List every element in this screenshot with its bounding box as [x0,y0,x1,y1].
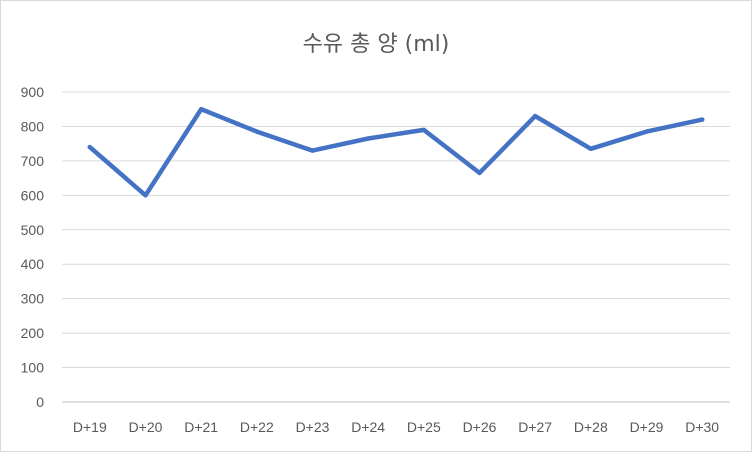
chart-title: 수유 총 양 (ml) [302,32,450,57]
x-tick-label: D+24 [351,419,385,435]
y-tick-label: 600 [21,187,45,203]
data-point [87,144,93,150]
x-tick-label: D+28 [574,419,608,435]
data-point [198,107,204,112]
x-tick-label: D+23 [296,419,330,435]
x-tick-label: D+20 [129,419,163,435]
x-tick-label: D+29 [630,419,664,435]
x-tick-label: D+21 [184,419,218,435]
x-tick-label: D+25 [407,419,441,435]
data-point [254,129,260,134]
data-point [421,127,427,133]
x-tick-label: D+19 [73,419,107,435]
y-tick-label: 0 [36,394,44,410]
series-line [87,106,705,198]
y-tick-label: 800 [21,118,45,134]
y-tick-label: 300 [21,291,45,307]
data-point [365,136,371,141]
x-tick-label: D+30 [685,419,719,435]
y-tick-label: 500 [21,222,45,238]
data-point [644,129,649,134]
x-tick-label: D+22 [240,419,274,435]
y-tick-label: 100 [21,360,45,376]
data-point [143,193,148,198]
x-tick-label: D+27 [518,419,552,435]
data-point [477,170,482,176]
x-tick-label: D+26 [463,419,497,435]
data-point [532,113,538,119]
data-point [310,148,315,153]
y-tick-label: 200 [21,325,45,341]
data-point [588,146,594,152]
y-tick-label: 400 [21,256,45,272]
data-point [699,117,705,122]
y-tick-label: 900 [21,84,45,100]
y-tick-label: 700 [21,153,45,169]
